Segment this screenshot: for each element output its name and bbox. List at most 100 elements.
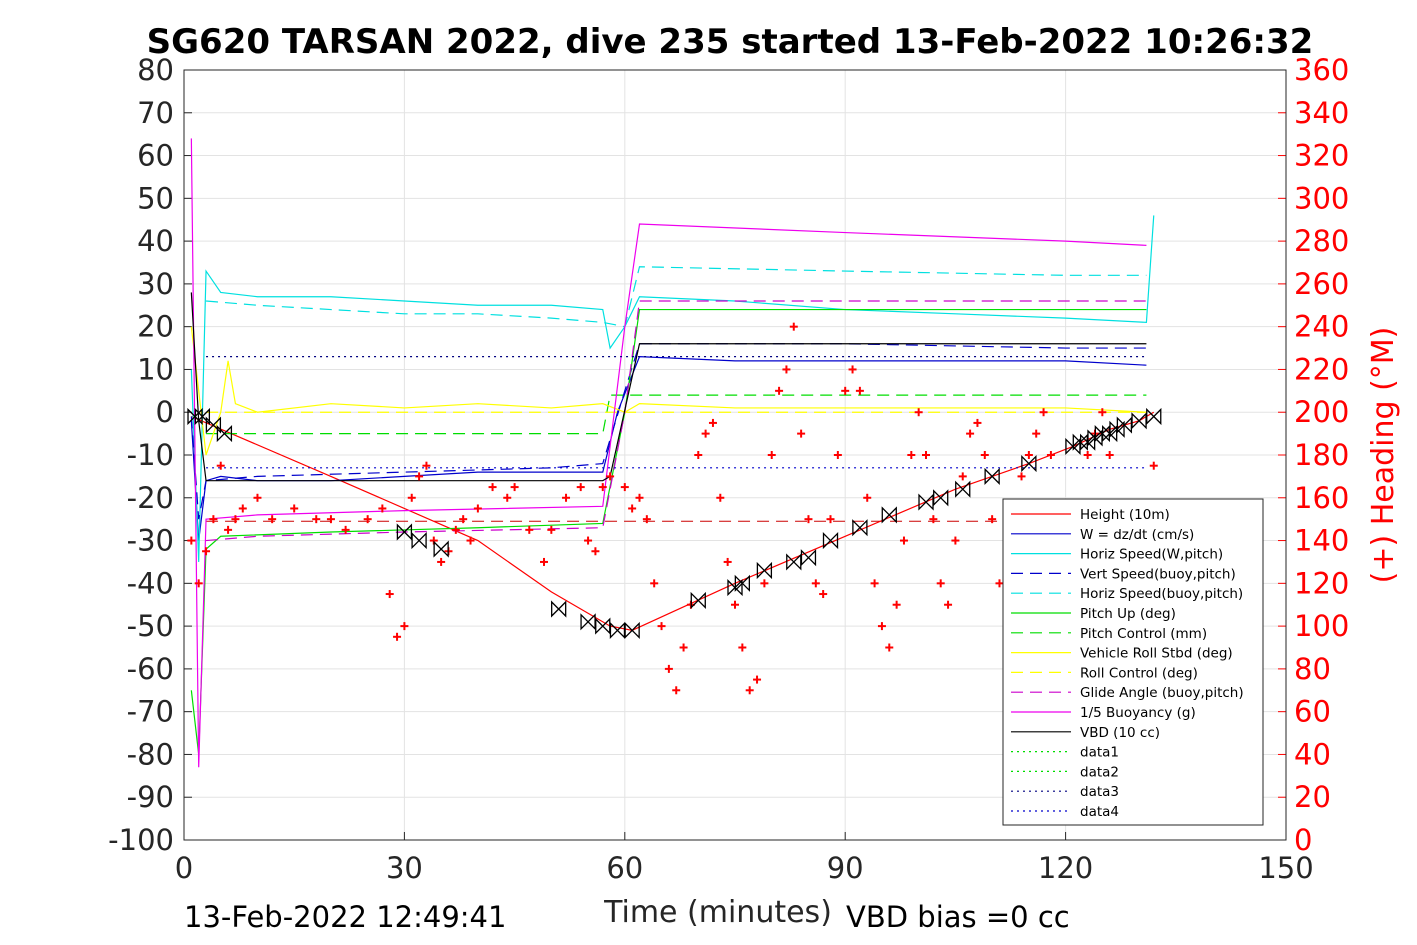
- bowtie-marker: [955, 480, 971, 498]
- y-tick-label-right: 220: [1294, 352, 1349, 386]
- heading-point: [209, 515, 218, 524]
- heading-point: [1098, 408, 1107, 417]
- y-tick-label-right: 60: [1294, 695, 1331, 729]
- heading-point: [841, 386, 850, 395]
- series-line-10: [190, 138, 1147, 768]
- heading-point: [547, 525, 556, 534]
- bowtie-marker: [624, 621, 640, 639]
- heading-point: [731, 600, 739, 609]
- bowtie-marker: [216, 425, 233, 443]
- series-line-4: [205, 266, 1147, 328]
- heading-point: [885, 643, 894, 652]
- heading-point: [224, 525, 233, 534]
- y-tick-label-left: -60: [127, 652, 174, 686]
- y-tick-label-right: 120: [1294, 566, 1349, 600]
- heading-point: [870, 579, 879, 588]
- x-tick-labels: 0 30 60 90 120 150: [175, 851, 1314, 885]
- bowtie-marker: [1146, 407, 1162, 426]
- y-tick-label-right: 180: [1294, 438, 1349, 472]
- series-line-2: [190, 215, 1155, 562]
- bowtie-marker: [1021, 454, 1037, 473]
- bowtie-marker: [1072, 433, 1088, 451]
- heading-point: [936, 579, 945, 588]
- y-tick-label-left: 30: [137, 267, 174, 301]
- heading-point: [797, 429, 806, 438]
- heading-point: [268, 515, 277, 524]
- bowtie-marker: [800, 549, 817, 567]
- y-tick-label-right: 300: [1294, 181, 1349, 215]
- bowtie-marker: [1094, 425, 1110, 443]
- heading-point: [187, 536, 196, 545]
- heading-point: [231, 515, 240, 524]
- y-tick-label-right: 100: [1294, 609, 1349, 643]
- x-tick-label: 150: [1258, 851, 1313, 885]
- heading-point: [437, 557, 446, 566]
- y-tick-label-right: 140: [1294, 524, 1349, 558]
- heading-point: [539, 557, 548, 566]
- heading-point: [701, 429, 710, 438]
- heading-point: [635, 493, 644, 502]
- legend-label-8: Roll Control (deg): [1080, 665, 1198, 681]
- y-tick-label-left: 0: [156, 395, 174, 429]
- heading-point: [819, 590, 828, 599]
- heading-point: [378, 504, 387, 513]
- y-tick-labels-left: -100-90-80-70-60-50-40-30-20-10010203040…: [108, 53, 174, 857]
- bowtie-marker: [194, 407, 211, 426]
- bowtie-marker: [1065, 437, 1081, 456]
- y-tick-label-left: 80: [137, 53, 174, 87]
- heading-point: [929, 515, 938, 524]
- heading-point: [753, 675, 762, 684]
- bowtie-marker: [822, 531, 839, 550]
- heading-point: [694, 451, 703, 459]
- y-tick-label-right: 340: [1294, 96, 1349, 130]
- y-tick-labels-right: 0 20 40 60 80 100 120 140 160 180 200 220 240 260 280 3…: [1294, 53, 1349, 857]
- bowtie-marker: [411, 531, 427, 550]
- legend-label-15: data4: [1080, 804, 1119, 820]
- heading-point: [363, 515, 372, 524]
- bowtie-marker: [205, 416, 222, 434]
- heading-point: [855, 386, 864, 395]
- heading-point: [642, 515, 651, 524]
- y-tick-label-right: 320: [1294, 139, 1349, 173]
- y-tick-label-left: -70: [127, 695, 174, 729]
- legend-label-6: Pitch Control (mm): [1080, 626, 1207, 642]
- legend-label-9: Glide Angle (buoy,pitch): [1080, 685, 1244, 701]
- heading-point: [848, 365, 857, 374]
- x-tick-label: 90: [827, 851, 864, 885]
- heading-point: [606, 472, 615, 481]
- y-tick-label-left: -10: [127, 438, 174, 472]
- bowtie-marker: [881, 506, 897, 524]
- legend-label-1: W = dz/dt (cm/s): [1080, 527, 1194, 543]
- bowtie-marker: [1116, 416, 1133, 434]
- bowtie-marker: [433, 540, 449, 558]
- bowtie-marker: [756, 561, 773, 580]
- bowtie-marker: [852, 519, 868, 537]
- bowtie-marker: [595, 617, 611, 635]
- plot-frame: [183, 69, 1287, 841]
- heading-point: [657, 622, 666, 631]
- y-tick-label-right: 40: [1294, 737, 1331, 771]
- heading-point: [525, 525, 534, 534]
- heading-point: [907, 451, 916, 459]
- heading-point: [459, 515, 468, 524]
- heading-point: [1105, 451, 1114, 459]
- heading-point: [760, 579, 769, 588]
- heading-point: [708, 418, 717, 427]
- heading-point: [326, 515, 335, 524]
- heading-point: [510, 483, 519, 492]
- x-axis-label: Time (minutes): [603, 895, 832, 930]
- legend-label-14: data3: [1080, 784, 1119, 800]
- bowtie-marker: [690, 591, 706, 610]
- y-tick-label-right: 20: [1294, 780, 1331, 814]
- heading-point: [650, 579, 659, 588]
- heading-point: [400, 622, 409, 631]
- y-tick-label-left: 40: [137, 224, 174, 258]
- y-tick-label-right: 280: [1294, 224, 1349, 258]
- heading-point: [877, 622, 886, 631]
- heading-point: [980, 451, 989, 459]
- heading-point: [738, 643, 747, 652]
- bowtie-marker: [918, 493, 934, 511]
- y-tick-label-right: 360: [1294, 53, 1349, 87]
- y-tick-label-right: 160: [1294, 481, 1349, 515]
- bowtie-marker: [734, 574, 750, 592]
